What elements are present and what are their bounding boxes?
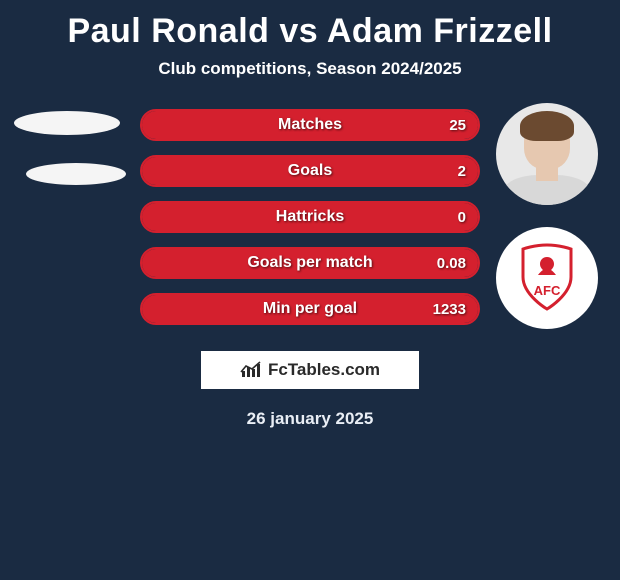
stat-label: Goals per match — [247, 254, 372, 272]
stat-value-right: 25 — [449, 117, 466, 134]
stat-label: Matches — [278, 116, 342, 134]
right-club-badge: AFC — [496, 227, 598, 329]
left-club-placeholder — [26, 163, 126, 185]
stat-value-right: 2 — [458, 163, 466, 180]
stat-value-right: 0.08 — [437, 255, 466, 272]
stat-bars: Matches 25 Goals 2 Hattricks 0 Goals per match… — [140, 103, 480, 325]
stat-row: Hattricks 0 — [140, 201, 480, 233]
stat-value-right: 0 — [458, 209, 466, 226]
page-subtitle: Club competitions, Season 2024/2025 — [10, 59, 610, 79]
date-line: 26 january 2025 — [10, 409, 610, 429]
stat-value-right: 1233 — [433, 301, 466, 318]
chart-icon — [240, 361, 262, 379]
watermark: FcTables.com — [201, 351, 419, 389]
main-area: AFC Matches 25 Goals 2 Hattricks 0 Goals per m… — [10, 103, 610, 325]
left-avatar-placeholder — [14, 111, 120, 135]
stat-row: Goals 2 — [140, 155, 480, 187]
club-badge-text: AFC — [534, 283, 561, 298]
infographic-root: Paul Ronald vs Adam Frizzell Club compet… — [0, 0, 620, 429]
right-player-avatar — [496, 103, 598, 205]
left-player-column — [10, 103, 130, 185]
right-player-column: AFC — [492, 103, 602, 329]
club-shield-icon: AFC — [516, 243, 578, 313]
stat-row: Min per goal 1233 — [140, 293, 480, 325]
stat-row: Goals per match 0.08 — [140, 247, 480, 279]
avatar-hair — [520, 111, 574, 141]
watermark-text: FcTables.com — [268, 360, 380, 380]
stat-label: Min per goal — [263, 300, 357, 318]
stat-row: Matches 25 — [140, 109, 480, 141]
stat-label: Hattricks — [276, 208, 344, 226]
stat-label: Goals — [288, 162, 332, 180]
page-title: Paul Ronald vs Adam Frizzell — [10, 12, 610, 51]
